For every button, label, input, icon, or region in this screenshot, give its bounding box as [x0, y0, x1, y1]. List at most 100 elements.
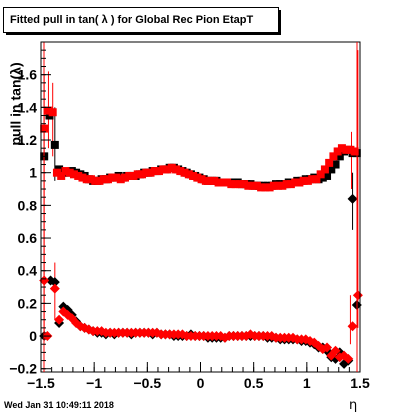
data-point-square: [133, 170, 142, 179]
data-point-square: [52, 168, 61, 177]
y-axis-label: pull in tan(λ): [7, 62, 24, 146]
y-tick-label: −0.2: [9, 361, 37, 377]
data-point-square: [231, 180, 240, 189]
data-point-square: [116, 175, 125, 184]
data-point-diamond: [54, 314, 65, 325]
data-point-square: [286, 180, 295, 189]
data-point-square: [316, 170, 325, 179]
data-point-square: [274, 181, 283, 190]
x-tick-label: 1: [303, 375, 311, 391]
data-point-diamond: [49, 283, 60, 294]
data-point-square: [44, 106, 53, 115]
data-point-square: [138, 170, 147, 179]
data-point-square: [240, 180, 249, 189]
data-point-square: [244, 181, 253, 190]
y-tick-label: 0.2: [18, 295, 38, 311]
data-point-square: [50, 140, 59, 149]
data-point-square: [91, 176, 100, 185]
data-point-square: [342, 145, 351, 154]
data-point-square: [159, 165, 168, 174]
plot-axes: −1.5 −1 −0.5 0 0.5 1 1.5 −0.2 0 0.2 0.4 0.6 0.8 1 1.2 1…: [9, 41, 370, 391]
data-point-diamond: [322, 342, 333, 353]
data-point-square: [325, 158, 334, 167]
data-point-diamond: [347, 193, 358, 204]
data-point-square: [210, 176, 219, 185]
data-point-square: [327, 165, 336, 174]
data-point-square: [223, 178, 232, 187]
y-tick-label: 0.6: [18, 230, 38, 246]
data-point-square: [125, 171, 134, 180]
data-point-square: [337, 144, 346, 153]
data-point-square: [308, 175, 317, 184]
data-point-square: [350, 147, 359, 156]
data-point-square: [193, 173, 202, 182]
data-point-square: [121, 173, 130, 182]
data-point-diamond: [352, 290, 363, 301]
data-point-square: [252, 181, 261, 190]
y-tick-label: 0.8: [18, 197, 38, 213]
data-point-square: [65, 168, 74, 177]
data-point-square: [189, 171, 198, 180]
x-tick-label: −1.5: [27, 375, 55, 391]
x-tick-label: −1: [86, 375, 102, 391]
data-point-square: [333, 147, 342, 156]
plot-frame: [40, 41, 361, 373]
y-tick-label: 0.4: [18, 263, 38, 279]
data-point-square: [61, 167, 70, 176]
data-point-square: [331, 160, 340, 169]
data-point-square: [282, 180, 291, 189]
data-point-square: [142, 168, 151, 177]
data-point-square: [320, 165, 329, 174]
data-point-square: [335, 152, 344, 161]
data-point-square: [57, 171, 66, 180]
data-point-square: [265, 183, 274, 192]
data-point-square: [257, 183, 266, 192]
data-point-square: [129, 171, 138, 180]
x-tick-label: 1.5: [350, 375, 370, 391]
data-point-square: [167, 163, 176, 172]
data-point-square: [295, 178, 304, 187]
data-point-square: [214, 178, 223, 187]
data-point-diamond: [347, 321, 358, 332]
data-point-square: [82, 175, 91, 184]
data-point-square: [103, 175, 112, 184]
data-point-square: [176, 167, 185, 176]
x-tick-label: −0.5: [134, 375, 162, 391]
data-point-square: [74, 171, 83, 180]
data-point-square: [261, 183, 270, 192]
y-tick-label: 1.2: [18, 132, 38, 148]
data-point-square: [227, 180, 236, 189]
data-point-square: [155, 167, 164, 176]
data-point-square: [303, 176, 312, 185]
x-tick-label: 0: [197, 375, 205, 391]
data-point-diamond: [330, 345, 341, 356]
data-point-square: [48, 108, 57, 117]
data-point-square: [180, 168, 189, 177]
data-point-square: [99, 175, 108, 184]
data-point-square: [206, 176, 215, 185]
data-point-square: [299, 176, 308, 185]
data-point-square: [163, 165, 172, 174]
timestamp: Wed Jan 31 10:49:11 2018: [4, 400, 114, 410]
data-point-square: [172, 165, 181, 174]
y-tick-label: 0: [29, 328, 37, 344]
data-point-square: [146, 168, 155, 177]
data-point-square: [69, 170, 78, 179]
y-tick-label: 1: [29, 165, 37, 181]
x-axis-label: η: [349, 398, 358, 413]
data-point-square: [197, 175, 206, 184]
x-tick-label: 0.5: [244, 375, 264, 391]
data-point-square: [201, 176, 210, 185]
data-point-square: [269, 181, 278, 190]
data-point-square: [86, 175, 95, 184]
data-point-square: [150, 167, 159, 176]
y-tick-label: 1.4: [18, 99, 38, 115]
data-point-square: [218, 178, 227, 187]
data-point-square: [329, 152, 338, 161]
data-point-square: [291, 178, 300, 187]
y-axis-label-box: pull in tan(λ): [6, 58, 24, 153]
data-point-square: [108, 173, 117, 182]
data-point-square: [235, 180, 244, 189]
data-point-diamond: [343, 353, 354, 364]
